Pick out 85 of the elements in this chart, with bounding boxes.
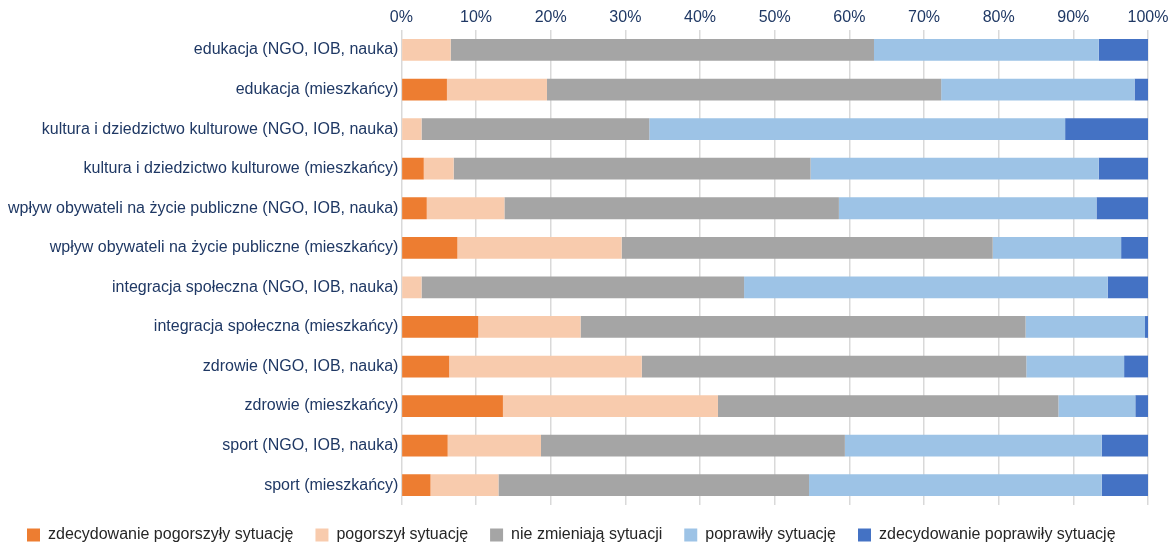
y-tick-label: kultura i dziedzictwo kulturowe (mieszkańcy): [83, 159, 399, 177]
bar: [446, 78, 547, 101]
bar: [810, 157, 1099, 180]
bar: [649, 118, 1066, 140]
bar: [504, 197, 839, 220]
bar: [1026, 355, 1125, 378]
bar: [641, 355, 1027, 378]
bar: [1135, 395, 1148, 417]
x-tick-label: 80%: [982, 8, 1015, 26]
bar: [423, 157, 454, 180]
x-tick-label: 70%: [908, 8, 941, 26]
x-tick-label: 90%: [1057, 8, 1090, 26]
bar: [1098, 157, 1148, 180]
bar: [402, 395, 503, 417]
legend-label: pogorszył sytuację: [336, 525, 469, 543]
bar: [402, 157, 424, 180]
x-tick-label: 30%: [609, 8, 642, 26]
x-tick-label: 50%: [758, 8, 791, 26]
y-tick-label: wpływ obywateli na życie publiczne (NGO, IOB, nauka): [6, 198, 399, 216]
y-tick-label: sport (NGO, IOB, nauka): [222, 436, 399, 454]
bar: [844, 434, 1102, 457]
bar: [498, 474, 810, 497]
bar: [450, 39, 874, 61]
x-tick-label: 10%: [460, 8, 493, 26]
bar: [1121, 236, 1148, 259]
bar: [402, 39, 451, 61]
bar: [1058, 395, 1136, 417]
bar: [1065, 118, 1148, 140]
bar: [447, 434, 541, 457]
bar: [421, 118, 650, 140]
bar: [449, 355, 642, 378]
x-tick-label: 40%: [684, 8, 717, 26]
x-tick-label: 0%: [389, 8, 413, 26]
bar: [992, 236, 1122, 259]
y-tick-label: integracja społeczna (NGO, IOB, nauka): [112, 277, 399, 295]
bar: [744, 276, 1108, 299]
bar: [402, 316, 479, 338]
x-tick-label: 60%: [833, 8, 866, 26]
y-tick-label: wpływ obywateli na życie publiczne (mieszkańcy): [48, 238, 399, 256]
y-tick-label: integracja społeczna (mieszkańcy): [153, 317, 399, 335]
bar: [1145, 316, 1148, 338]
bar: [453, 157, 811, 180]
bar: [1124, 355, 1148, 378]
y-tick-label: zdrowie (mieszkańcy): [244, 396, 399, 414]
bar: [717, 395, 1059, 417]
bar: [402, 474, 431, 497]
bar: [546, 78, 942, 101]
y-tick-label: kultura i dziedzictwo kulturowe (NGO, IOB, nauka): [41, 119, 399, 137]
bar: [873, 39, 1099, 61]
y-tick-label: edukacja (NGO, IOB, nauka): [193, 40, 399, 58]
bar: [1101, 434, 1148, 457]
bar: [421, 276, 745, 299]
y-tick-label: sport (mieszkańcy): [264, 475, 399, 493]
bar: [426, 197, 505, 220]
bar: [809, 474, 1102, 497]
bar: [402, 118, 422, 140]
bar: [1107, 276, 1148, 299]
x-tick-label: 20%: [534, 8, 567, 26]
bar: [502, 395, 718, 417]
bar: [621, 236, 993, 259]
bar: [430, 474, 499, 497]
legend-label: zdecydowanie poprawiły sytuację: [878, 525, 1116, 543]
legend-label: poprawiły sytuację: [705, 525, 837, 543]
bar: [1134, 78, 1148, 101]
bar: [1025, 316, 1146, 338]
bar: [838, 197, 1097, 220]
y-tick-label: edukacja (mieszkańcy): [235, 79, 399, 97]
bar: [1096, 197, 1148, 220]
bar: [402, 78, 447, 101]
y-tick-label: zdrowie (NGO, IOB, nauka): [202, 356, 399, 374]
bar: [402, 276, 422, 299]
bar: [1101, 474, 1148, 497]
bar: [457, 236, 622, 259]
bar: [541, 434, 845, 457]
bar: [478, 316, 581, 338]
bar: [1098, 39, 1148, 61]
bar: [580, 316, 1026, 338]
bar: [402, 197, 427, 220]
bar: [402, 355, 450, 378]
legend-label: zdecydowanie pogorszyły sytuację: [48, 525, 294, 543]
legend-label: nie zmieniają sytuacji: [511, 525, 663, 543]
x-tick-label: 100%: [1127, 8, 1169, 26]
bar: [402, 236, 458, 259]
bar: [402, 434, 448, 457]
bar: [941, 78, 1135, 101]
